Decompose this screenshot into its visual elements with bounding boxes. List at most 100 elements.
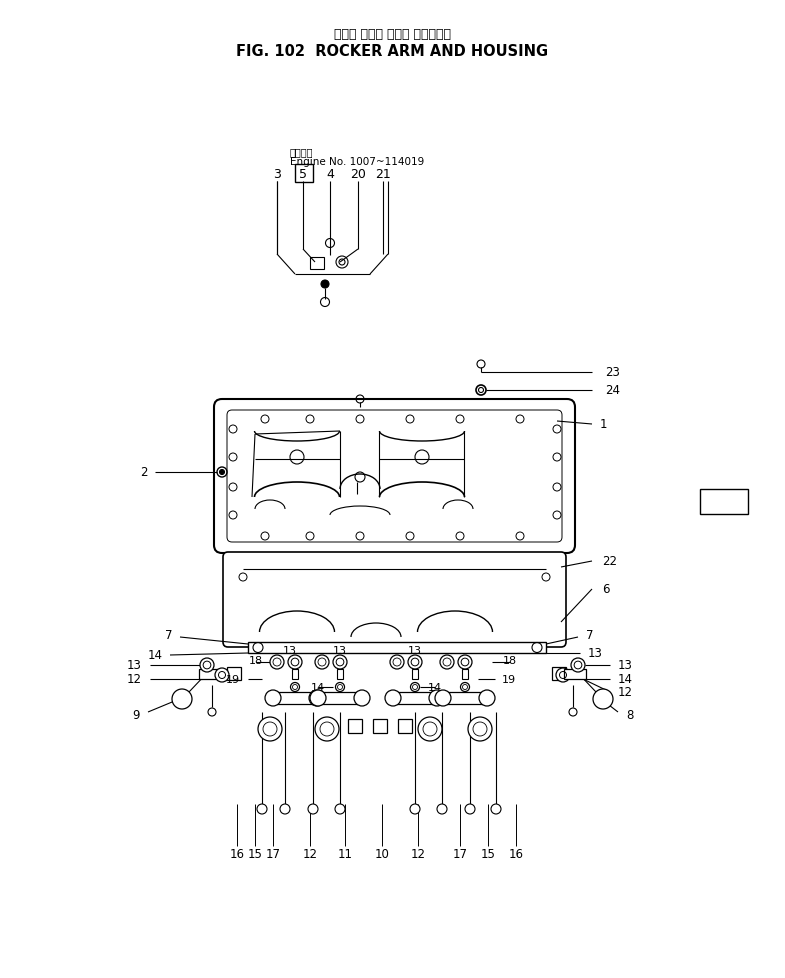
Text: 1: 1	[600, 418, 608, 431]
Circle shape	[571, 658, 585, 672]
Circle shape	[315, 717, 339, 741]
Text: 23: 23	[605, 366, 620, 379]
Text: 15: 15	[480, 848, 495, 861]
Text: 18: 18	[503, 655, 517, 665]
Text: 16: 16	[509, 848, 524, 861]
Text: 5: 5	[299, 167, 307, 180]
Circle shape	[440, 655, 454, 669]
Circle shape	[408, 655, 422, 669]
Text: 14: 14	[428, 683, 442, 692]
Circle shape	[335, 804, 345, 814]
Circle shape	[491, 804, 501, 814]
Circle shape	[288, 655, 302, 669]
Text: 次方: 次方	[708, 498, 721, 508]
Bar	[700, 490, 748, 514]
Circle shape	[390, 655, 404, 669]
Circle shape	[479, 690, 495, 706]
Bar	[564, 669, 586, 680]
Circle shape	[290, 683, 300, 691]
Circle shape	[418, 717, 442, 741]
Text: Engine No. 1007~114019: Engine No. 1007~114019	[290, 156, 424, 167]
Text: 3: 3	[273, 167, 281, 180]
Bar	[322, 692, 358, 704]
Circle shape	[335, 683, 345, 691]
Circle shape	[270, 655, 284, 669]
Circle shape	[200, 658, 214, 672]
Text: 13: 13	[333, 645, 347, 655]
Circle shape	[385, 690, 401, 706]
Text: 17: 17	[265, 848, 280, 861]
Bar	[295, 165, 313, 183]
Bar	[310, 258, 324, 270]
Text: 7: 7	[586, 629, 593, 642]
Circle shape	[556, 668, 570, 683]
Bar	[447, 692, 483, 704]
Text: 19: 19	[502, 674, 516, 685]
Text: 18: 18	[249, 655, 263, 665]
Text: 9: 9	[133, 709, 140, 722]
FancyBboxPatch shape	[223, 553, 566, 647]
Circle shape	[333, 655, 347, 669]
Text: 13: 13	[127, 659, 142, 672]
Text: 11: 11	[338, 848, 352, 861]
Circle shape	[257, 804, 267, 814]
Circle shape	[468, 717, 492, 741]
Circle shape	[215, 668, 229, 683]
Circle shape	[461, 683, 469, 691]
Text: 16: 16	[229, 848, 244, 861]
Text: 13: 13	[408, 645, 422, 655]
Bar	[227, 667, 241, 681]
Text: 14: 14	[311, 683, 325, 692]
Text: 8: 8	[626, 709, 633, 722]
Text: 24: 24	[605, 384, 620, 397]
Circle shape	[435, 690, 451, 706]
Text: FIG. 102  ROCKER ARM AND HOUSING: FIG. 102 ROCKER ARM AND HOUSING	[236, 44, 548, 60]
Bar	[348, 719, 362, 734]
Circle shape	[429, 690, 445, 706]
Bar	[337, 669, 343, 680]
Bar	[199, 669, 221, 680]
Text: 21: 21	[375, 167, 391, 180]
Circle shape	[308, 804, 318, 814]
Text: 12: 12	[618, 686, 633, 699]
Circle shape	[465, 804, 475, 814]
Circle shape	[458, 655, 472, 669]
Bar	[462, 669, 468, 680]
Text: 14: 14	[148, 648, 163, 662]
Circle shape	[354, 690, 370, 706]
Text: 22: 22	[602, 555, 617, 568]
Text: ロッカ アーム および ハウジング: ロッカ アーム および ハウジング	[334, 28, 451, 41]
Text: 4: 4	[326, 167, 334, 180]
Text: 13: 13	[618, 659, 633, 672]
Circle shape	[172, 689, 192, 709]
Text: 13: 13	[588, 646, 603, 660]
Bar	[397, 692, 433, 704]
Circle shape	[321, 281, 329, 289]
Circle shape	[410, 804, 420, 814]
Text: 20: 20	[350, 167, 366, 180]
Circle shape	[593, 689, 613, 709]
FancyBboxPatch shape	[214, 400, 575, 554]
Text: 10: 10	[374, 848, 389, 861]
Circle shape	[411, 683, 419, 691]
Text: 12: 12	[411, 848, 425, 861]
Text: 6: 6	[602, 583, 609, 596]
Circle shape	[310, 690, 326, 706]
Text: 19: 19	[226, 674, 240, 685]
Bar	[552, 667, 566, 681]
Bar	[373, 719, 387, 734]
Text: 適用年式: 適用年式	[290, 147, 313, 156]
Bar	[277, 692, 313, 704]
Circle shape	[315, 655, 329, 669]
Text: 12: 12	[302, 848, 317, 861]
Text: 14: 14	[618, 673, 633, 686]
Bar	[292, 669, 298, 680]
Text: 13: 13	[283, 645, 297, 655]
Circle shape	[220, 470, 225, 475]
Bar	[398, 719, 412, 734]
Bar	[248, 643, 546, 653]
Circle shape	[309, 690, 325, 706]
Circle shape	[258, 717, 282, 741]
Text: 2: 2	[141, 467, 148, 479]
Circle shape	[280, 804, 290, 814]
